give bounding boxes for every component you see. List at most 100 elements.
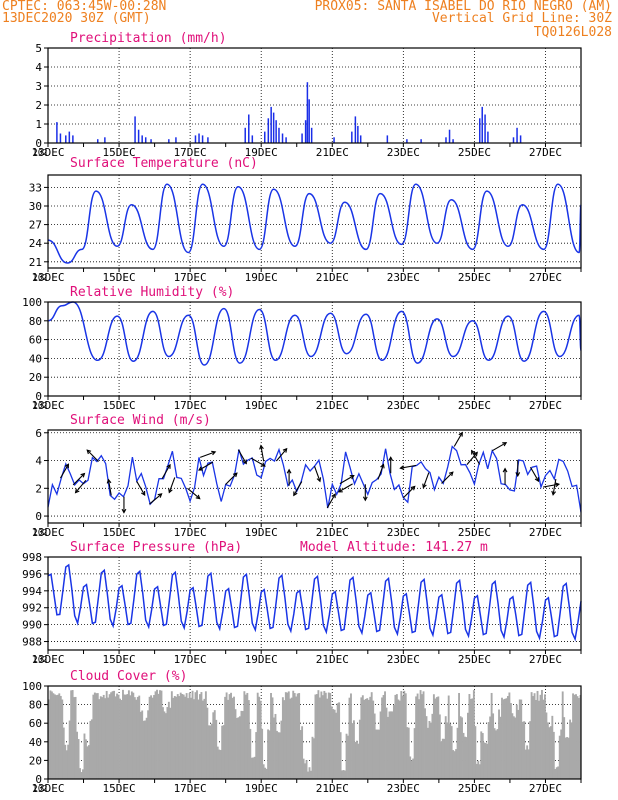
cloud-cover-bar — [85, 739, 87, 779]
wind-arrow-shaft — [149, 493, 162, 505]
x-tick-label: 23DEC — [387, 399, 420, 412]
temperature-title: Surface Temperature (nC) — [70, 156, 258, 171]
wind-arrow-shaft — [187, 487, 201, 500]
cloud-cover-bar — [363, 699, 366, 779]
precipitation-bar — [354, 116, 357, 143]
cloud-cover-bar — [181, 694, 184, 779]
cloud-cover-bar — [545, 712, 548, 779]
wind-panel: Surface Wind (m/s) 0 2 4 6 13DEC 15DEC 17DEC 19… — [31, 413, 582, 539]
x-tick-label: 15DEC — [103, 271, 136, 284]
cloud-cover-bar — [284, 692, 287, 779]
precipitation-bar — [386, 135, 389, 143]
cloud-cover-bar — [339, 732, 342, 779]
cloud-cover-bar — [283, 700, 286, 779]
precipitation-bar — [306, 82, 309, 143]
cloud-cover-bar — [336, 703, 339, 779]
wind-arrow-shaft — [225, 472, 238, 485]
x-tick-label: 19DEC — [245, 271, 278, 284]
cloud-cover-bar — [191, 690, 194, 779]
precipitation-bar — [134, 116, 136, 143]
plot-frame — [47, 301, 582, 397]
wind-arrow — [377, 463, 385, 480]
precipitation-bar — [270, 106, 272, 143]
x-tick-label: 25DEC — [458, 653, 491, 666]
cloud-cover-bar — [506, 696, 509, 779]
cloud-cover-bar — [347, 735, 349, 779]
y-tick-label: 0 — [35, 390, 42, 403]
y-tick-label: 998 — [22, 551, 42, 564]
cloud-cover-bar — [446, 722, 449, 779]
cloud-cover-bar — [323, 690, 326, 779]
cloud-cover-bar — [388, 711, 391, 779]
precipitation-bar — [484, 114, 486, 143]
cloud-cover-bar — [156, 689, 158, 779]
y-tick-label: 20 — [29, 371, 42, 384]
cloud-cover-bar — [244, 694, 247, 779]
cloud-cover-bar — [175, 696, 178, 779]
cloud-cover-bar — [465, 737, 468, 779]
precipitation-bar — [175, 137, 177, 143]
x-tick-label: 21DEC — [316, 146, 349, 159]
wind-arrow-shaft — [237, 449, 247, 464]
cloud-cover-bar — [176, 694, 179, 779]
cloud-cover-bar — [314, 694, 317, 779]
cloud-cover-bar — [354, 742, 357, 779]
year-label: 202 — [33, 528, 48, 537]
cloud-cover-bar — [281, 697, 284, 779]
cloud-cover-bar — [93, 692, 96, 779]
x-tick-label: 17DEC — [174, 782, 207, 795]
wind-arrow-head — [551, 490, 557, 496]
precipitation-bar — [144, 137, 147, 143]
y-tick-label: 4 — [35, 455, 42, 468]
cloud-cover-bar — [150, 695, 153, 779]
cloud-cover-bar — [406, 727, 409, 779]
cloud-cover-bar — [290, 697, 293, 779]
wind-arrow-shaft — [250, 457, 266, 467]
year-label: 202 — [33, 148, 48, 157]
precipitation-bar — [251, 135, 254, 143]
cloud-cover-bar — [270, 692, 272, 779]
precipitation-bar — [448, 129, 451, 143]
cloud-cover-bar — [369, 696, 372, 779]
precipitation-bar — [198, 133, 200, 143]
cloud-cover-bar — [404, 693, 407, 779]
year-label: 202 — [33, 401, 48, 410]
cloud-cover-bar — [530, 692, 533, 779]
cloud-cover-bar — [48, 699, 50, 779]
header-coords: 063:45W-00:28N — [56, 0, 167, 14]
y-tick-label: 3 — [35, 80, 42, 93]
cloud-cover-bar — [67, 744, 70, 779]
wind-arrow-head — [515, 472, 521, 478]
wind-arrow — [313, 466, 322, 483]
cloud-cover-bar — [307, 771, 309, 779]
cloud-cover-bar — [444, 716, 447, 779]
wind-arrow-head — [211, 450, 217, 456]
wind-arrow — [326, 493, 336, 509]
cloud-cover-bar — [104, 698, 107, 779]
cloud-cover-bar — [172, 697, 175, 779]
x-tick-label: 17DEC — [174, 653, 207, 666]
wind-arrow-shaft — [326, 493, 336, 509]
cloud-cover-bar — [437, 696, 440, 779]
wind-arrow-head — [458, 431, 463, 437]
cloud-cover-bar — [160, 690, 163, 779]
cloud-cover-bar — [378, 729, 381, 779]
wind-arrow-head — [380, 463, 385, 469]
cloud-cover-bar — [407, 727, 410, 779]
cloud-cover-bar — [341, 770, 344, 779]
cloud-cover-bar — [520, 699, 523, 779]
year-label: 202 — [33, 273, 48, 282]
cloud-cover-bar — [135, 699, 138, 779]
x-tick-label: 15DEC — [103, 146, 136, 159]
cloud-cover-bar — [153, 695, 155, 779]
cloud-cover-bar — [162, 707, 164, 779]
x-tick-label: 15DEC — [103, 782, 136, 795]
year-label: 202 — [33, 655, 48, 664]
header-org: CPTEC: — [2, 0, 49, 14]
cloud-cover-bar — [561, 691, 564, 779]
y-tick-label: 990 — [22, 619, 42, 632]
precipitation-bar — [445, 137, 447, 143]
y-tick-label: 994 — [22, 585, 42, 598]
cloud-cover-bar — [61, 699, 64, 779]
year-label: 202 — [33, 784, 48, 793]
